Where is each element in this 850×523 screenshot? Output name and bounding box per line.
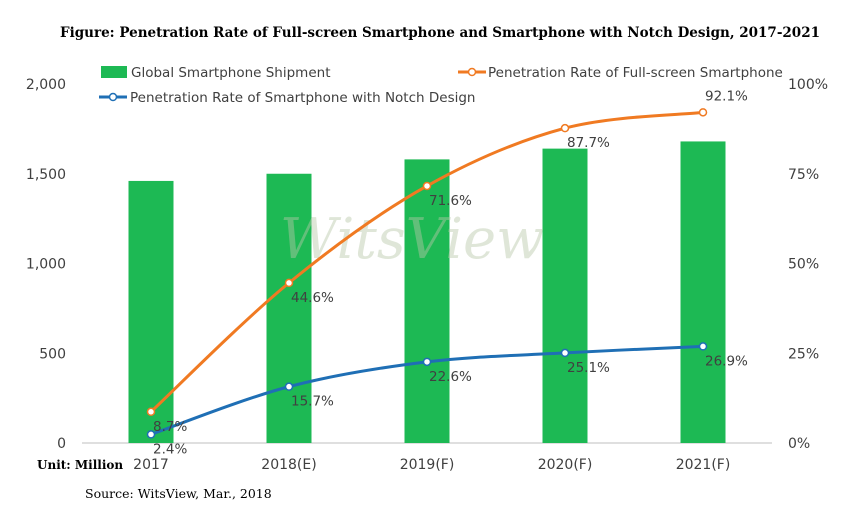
y-left-tick-label: 0: [57, 436, 66, 452]
data-point: [284, 382, 294, 391]
data-label: 22.6%: [429, 369, 472, 385]
x-tick-label: 2020(F): [538, 457, 593, 473]
legend-label: Penetration Rate of Smartphone with Notc…: [130, 90, 475, 106]
unit-label: Unit: Million: [37, 458, 123, 472]
legend-swatch-marker: [467, 67, 477, 77]
data-labels: 8.7% 44.6% 71.6% 87.7% 92.1% 2.4% 15.7% 22.6% 25…: [153, 88, 748, 457]
data-point: [422, 357, 432, 367]
y-right-tick-label: 50%: [788, 257, 819, 273]
bar: [404, 159, 450, 443]
data-point: [698, 342, 708, 351]
y-right-tick-label: 100%: [788, 77, 828, 93]
legend-swatch-marker: [108, 92, 118, 102]
data-point: [284, 278, 294, 288]
legend-label: Penetration Rate of Full-screen Smartpho…: [488, 65, 783, 81]
legend-swatch-bar: [101, 66, 127, 78]
y-right-tick-label: 25%: [788, 346, 819, 362]
data-label: 92.1%: [705, 88, 748, 104]
x-tick-label: 2021(F): [676, 457, 731, 473]
axes: 0 500 1,000 1,500 2,000 0% 25% 50% 75% 100% 2017 20…: [26, 77, 828, 473]
y-right-tick-label: 75%: [788, 167, 819, 183]
y-left-tick-label: 500: [39, 346, 66, 362]
data-label: 8.7%: [153, 419, 187, 435]
y-left-tick-label: 2,000: [26, 77, 66, 93]
x-tick-label: 2017: [133, 457, 169, 473]
x-tick-label: 2019(F): [400, 457, 455, 473]
data-label: 44.6%: [291, 290, 334, 306]
legend: Global Smartphone Shipment Penetration Ra…: [99, 65, 783, 106]
source-note: Source: WitsView, Mar., 2018: [85, 486, 272, 501]
bar: [542, 148, 588, 443]
series-line: [149, 110, 704, 413]
data-point: [146, 407, 156, 417]
line-series: [146, 108, 708, 439]
x-tick-label: 2018(E): [261, 457, 316, 473]
data-label: 15.7%: [291, 394, 334, 410]
y-left-tick-label: 1,000: [26, 257, 66, 273]
data-point: [422, 181, 432, 191]
data-label: 71.6%: [429, 193, 472, 209]
legend-label: Global Smartphone Shipment: [131, 65, 330, 81]
watermark: WitsView: [280, 207, 544, 272]
bar: [128, 180, 174, 443]
data-point: [146, 430, 156, 439]
data-label: 2.4%: [153, 441, 187, 457]
data-label: 26.9%: [705, 353, 748, 369]
data-point: [560, 123, 570, 133]
bar-series: [128, 141, 726, 443]
y-left-tick-label: 1,500: [26, 167, 66, 183]
data-point: [560, 348, 570, 358]
bar: [266, 173, 312, 443]
data-label: 25.1%: [567, 360, 610, 376]
data-point: [698, 108, 708, 117]
data-label: 87.7%: [567, 135, 610, 151]
bar: [680, 141, 726, 443]
chart-title: Figure: Penetration Rate of Full-screen …: [60, 25, 820, 41]
y-right-tick-label: 0%: [788, 436, 810, 452]
